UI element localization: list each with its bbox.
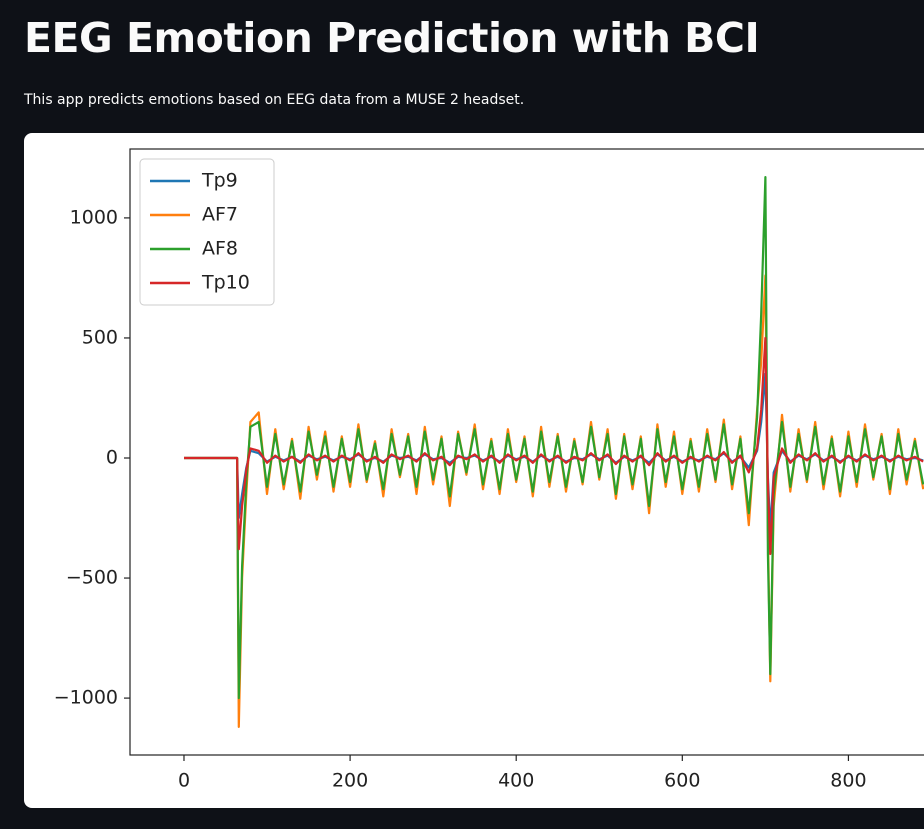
y-tick-label: −500 [66, 567, 118, 589]
x-tick-label: 800 [830, 770, 866, 792]
legend-label: Tp9 [201, 170, 238, 192]
legend-box [139, 158, 275, 306]
x-tick-label: 0 [178, 770, 190, 792]
legend-label: AF8 [202, 238, 238, 260]
x-tick-label: 200 [332, 770, 368, 792]
legend-label: AF7 [202, 204, 238, 226]
plot-frame [129, 148, 924, 756]
x-tick-label: 600 [664, 770, 700, 792]
y-tick-label: 1000 [70, 206, 118, 228]
x-tick-label: 400 [498, 770, 534, 792]
page-title: EEG Emotion Prediction with BCI [24, 14, 760, 62]
series-line [184, 176, 924, 700]
y-tick-label: −1000 [54, 687, 118, 709]
series-line [184, 336, 924, 556]
legend-label: Tp10 [201, 272, 250, 294]
y-tick-label: 500 [82, 326, 118, 348]
page-subtitle: This app predicts emotions based on EEG … [24, 92, 525, 108]
y-tick-label: 0 [106, 447, 118, 469]
series-line [184, 274, 924, 728]
